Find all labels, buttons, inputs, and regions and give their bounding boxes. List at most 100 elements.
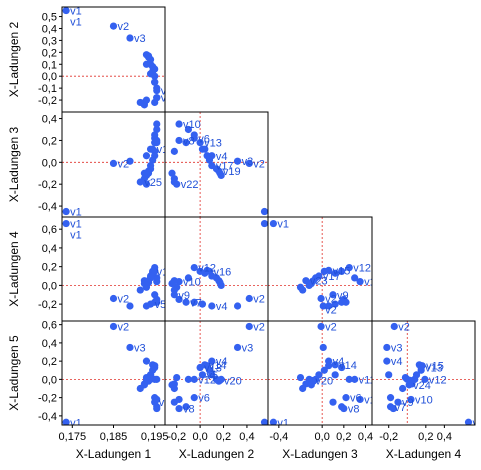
point-label-v1: v1 xyxy=(473,417,481,429)
point-label-v3: v3 xyxy=(134,33,146,45)
point-v2 xyxy=(109,294,118,303)
point-label-v6: v6 xyxy=(198,133,210,145)
point-v3 xyxy=(319,343,327,352)
point-v13 xyxy=(196,139,204,147)
point-v4 xyxy=(142,152,151,160)
point-v12 xyxy=(345,263,353,272)
y-tick-label: 0,6 xyxy=(42,224,57,236)
point-label-v1: v1 xyxy=(70,417,82,429)
point-label-v7: v7 xyxy=(395,402,407,414)
point-v1 xyxy=(464,418,473,425)
point-label-v12: v12 xyxy=(429,374,447,386)
point-v7 xyxy=(182,403,190,411)
point-label-v6: v6 xyxy=(198,393,210,405)
point-label-v1: v1 xyxy=(70,219,82,231)
y-tick-label: 0,5 xyxy=(42,12,57,24)
point-v24 xyxy=(140,169,148,177)
point-v3 xyxy=(126,157,134,165)
point-label-v2: v2 xyxy=(118,321,130,333)
point-v14 xyxy=(201,145,209,153)
point-v7 xyxy=(182,139,190,147)
point-label-v1: v1 xyxy=(70,230,82,242)
point-v1 xyxy=(62,207,70,216)
x-tick-label: 0,4 xyxy=(239,431,254,443)
point-v12 xyxy=(190,131,198,139)
point-v1 xyxy=(260,207,268,216)
point-v3 xyxy=(126,34,134,42)
y-tick-label: 0,3 xyxy=(42,35,57,47)
point-v24 xyxy=(307,381,315,389)
point-label-v2: v2 xyxy=(325,305,337,317)
point-v7 xyxy=(182,298,190,306)
point-v21 xyxy=(217,281,225,289)
point-label-v1: v1 xyxy=(277,219,289,231)
point-v1 xyxy=(62,418,70,425)
point-label-v17: v17 xyxy=(323,271,341,283)
point-v9 xyxy=(329,291,337,299)
y-tick-label: 0,2 xyxy=(42,356,57,368)
point-v24 xyxy=(168,279,176,288)
point-v8 xyxy=(175,404,183,413)
point-v13 xyxy=(338,363,346,372)
point-v21 xyxy=(142,51,151,59)
point-v17 xyxy=(208,371,216,379)
point-v6 xyxy=(342,394,350,402)
point-v25 xyxy=(136,384,144,393)
cell-4-vs-1: v1 v2 v16 v1 v5 xyxy=(62,219,175,311)
point-v2 xyxy=(109,322,118,331)
point-v10 xyxy=(356,395,364,404)
point-label-v2: v2 xyxy=(253,158,265,170)
point-v24 xyxy=(140,279,148,288)
point-v10 xyxy=(356,278,364,286)
x-tick-label: 0,4 xyxy=(437,431,452,443)
point-label-v13: v13 xyxy=(204,138,222,150)
x-tick-label: -0,2 xyxy=(167,431,186,443)
x-axis-label-2: X-Ladungen 2 xyxy=(179,447,255,461)
point-v5 xyxy=(385,371,393,379)
point-v5 xyxy=(198,300,207,308)
point-v4 xyxy=(325,302,333,310)
point-v10 xyxy=(175,395,183,404)
point-label-v1: v1 xyxy=(70,17,82,29)
point-v3 xyxy=(383,343,391,352)
point-v12 xyxy=(151,131,159,139)
point-label-v4: v4 xyxy=(391,356,403,368)
point-v2 xyxy=(245,322,253,331)
y-tick-label: -0,4 xyxy=(38,411,57,423)
x-tick-label: 0,4 xyxy=(358,431,373,443)
x-axis-label-1: X-Ladungen 1 xyxy=(76,447,152,461)
y-axis-label-2: X-Ladungen 2 xyxy=(7,21,21,97)
point-v13 xyxy=(338,267,346,275)
y-tick-label: -0,2 xyxy=(38,95,57,107)
point-label-v16: v16 xyxy=(157,266,175,278)
point-label-v2: v2 xyxy=(325,321,337,333)
point-v25 xyxy=(170,286,178,294)
point-v14 xyxy=(331,269,339,277)
point-v10 xyxy=(153,94,161,102)
point-v25 xyxy=(170,384,178,393)
point-v8 xyxy=(340,404,348,413)
y-tick-label: 0,2 xyxy=(42,135,57,147)
point-label-v19: v19 xyxy=(223,166,241,178)
point-label-v9: v9 xyxy=(402,397,414,409)
point-v22 xyxy=(401,373,410,382)
x-tick-label: 0,2 xyxy=(418,431,433,443)
point-v10 xyxy=(175,120,183,128)
point-v16 xyxy=(320,267,328,275)
point-label-v8: v8 xyxy=(183,404,195,416)
point-label-v2: v2 xyxy=(118,21,130,33)
x-tick-label: 0,0 xyxy=(192,431,207,443)
point-label-v7: v7 xyxy=(161,86,173,98)
point-v11 xyxy=(184,125,193,134)
point-label-v3: v3 xyxy=(134,342,146,354)
point-label-v13: v13 xyxy=(204,363,222,375)
point-label-v1: v1 xyxy=(70,207,82,219)
point-label-v14: v14 xyxy=(157,144,175,156)
point-label-v22: v22 xyxy=(181,179,199,191)
point-label-v12: v12 xyxy=(198,374,216,386)
y-tick-label: 0,2 xyxy=(42,47,57,59)
